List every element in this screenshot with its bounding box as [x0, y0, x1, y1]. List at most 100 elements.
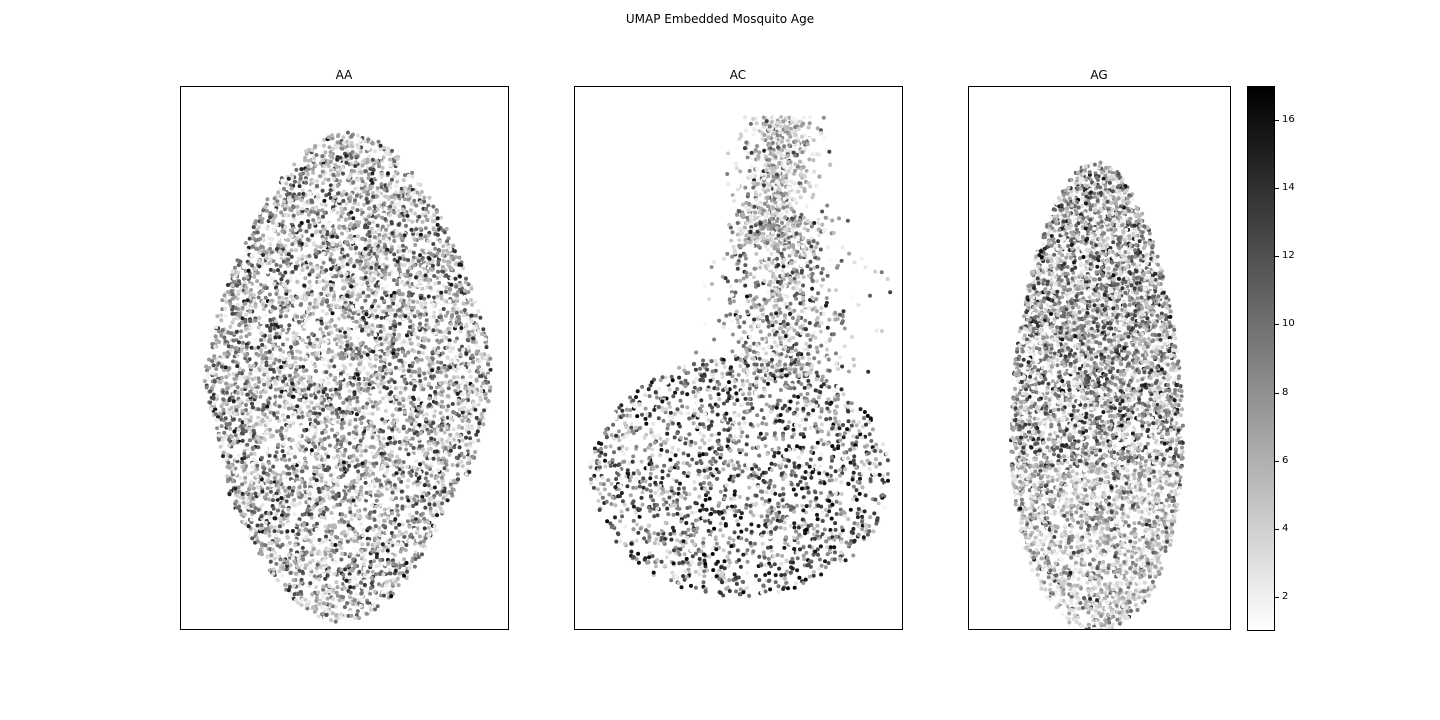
scatter-point: [276, 202, 281, 207]
scatter-point: [375, 375, 380, 380]
scatter-point: [336, 191, 340, 196]
scatter-point: [242, 276, 246, 281]
scatter-point: [378, 386, 382, 391]
scatter-point: [261, 233, 266, 238]
scatter-point: [400, 207, 405, 212]
scatter-point: [462, 455, 467, 460]
scatter-point: [384, 251, 389, 256]
scatter-point: [408, 562, 413, 567]
scatter-point: [308, 417, 313, 422]
scatter-point: [358, 149, 363, 154]
scatter-point: [403, 386, 408, 391]
scatter-point: [281, 259, 286, 264]
scatter-point: [416, 342, 421, 347]
scatter-point: [256, 418, 261, 423]
scatter-point: [449, 491, 454, 496]
scatter-point: [337, 298, 342, 303]
scatter-point: [415, 271, 420, 276]
scatter-point: [368, 468, 373, 473]
scatter-point: [280, 180, 285, 185]
scatter-point: [343, 514, 348, 518]
scatter-point: [320, 490, 325, 495]
scatter-point: [483, 392, 488, 396]
scatter-point: [349, 485, 353, 490]
scatter-point: [285, 535, 290, 540]
scatter-point: [300, 545, 305, 550]
scatter-point: [319, 457, 324, 462]
panel-title-ac: AC: [729, 68, 747, 82]
scatter-point: [429, 385, 434, 390]
scatter-point: [353, 186, 358, 191]
scatter-point: [396, 194, 401, 198]
scatter-point: [307, 481, 312, 486]
scatter-point: [461, 447, 465, 452]
scatter-point: [390, 511, 395, 515]
scatter-point: [410, 323, 415, 328]
scatter-point: [338, 241, 343, 246]
scatter-point: [238, 259, 243, 264]
scatter-point: [244, 490, 249, 495]
scatter-point: [473, 325, 478, 330]
scatter-point: [260, 288, 265, 293]
scatter-point: [403, 548, 408, 553]
scatter-point: [345, 539, 350, 544]
scatter-point: [323, 177, 328, 182]
scatter-point: [402, 573, 406, 578]
scatter-point: [422, 199, 426, 204]
scatter-point: [281, 379, 286, 384]
scatter-point: [438, 411, 443, 415]
scatter-point: [306, 398, 310, 403]
scatter-point: [400, 522, 405, 527]
scatter-point: [372, 589, 377, 594]
scatter-point: [297, 184, 302, 189]
scatter-point: [395, 238, 400, 243]
scatter-point: [295, 349, 300, 354]
scatter-point: [401, 298, 406, 303]
scatter-point: [307, 279, 312, 284]
scatter-point: [345, 240, 350, 245]
scatter-point: [313, 395, 318, 400]
scatter-point: [252, 298, 257, 303]
scatter-point: [406, 452, 411, 457]
scatter-point: [387, 272, 392, 277]
scatter-point: [456, 290, 460, 295]
scatter-point: [355, 395, 360, 400]
scatter-point: [315, 244, 320, 249]
scatter-point: [286, 521, 291, 526]
scatter-point: [370, 313, 375, 317]
scatter-point: [240, 482, 245, 487]
scatter-point: [292, 592, 297, 597]
scatter-point: [240, 491, 245, 496]
scatter-point: [294, 463, 299, 468]
scatter-point: [373, 572, 378, 577]
scatter-point: [253, 383, 258, 387]
scatter-point: [348, 402, 352, 407]
scatter-point: [441, 483, 446, 488]
scatter-point: [219, 313, 224, 318]
scatter-point: [392, 328, 397, 332]
scatter-point: [291, 335, 296, 340]
scatter-point: [366, 411, 371, 416]
scatter-point: [286, 176, 291, 181]
scatter-point: [454, 284, 459, 289]
scatter-point: [300, 338, 305, 343]
scatter-point: [316, 218, 321, 223]
scatter-point: [281, 485, 286, 490]
scatter-point: [287, 323, 292, 328]
scatter-point: [300, 469, 305, 474]
scatter-point: [299, 563, 303, 568]
scatter-point: [311, 536, 316, 541]
scatter-point: [427, 396, 432, 401]
scatter-point: [384, 265, 389, 270]
scatter-point: [377, 526, 382, 531]
scatter-point: [258, 236, 263, 241]
scatter-point: [383, 409, 388, 413]
scatter-point: [389, 531, 394, 535]
scatter-point: [321, 424, 326, 429]
scatter-point: [435, 216, 440, 221]
scatter-point: [382, 507, 387, 512]
scatter-point: [318, 245, 323, 249]
scatter-point: [390, 427, 395, 432]
scatter-point: [310, 269, 315, 274]
scatter-point: [460, 392, 464, 397]
